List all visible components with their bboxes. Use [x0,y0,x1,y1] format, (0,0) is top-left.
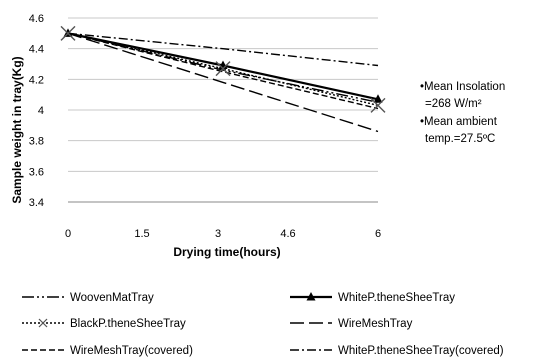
y-tick-label: 4.6 [29,13,44,25]
data-point-blackp-thenesheetray [60,25,76,41]
legend-label: BlackP.theneSheeTray [70,318,186,330]
y-tick-label: 3.6 [29,166,44,178]
legend-label: WireMeshTray [338,318,413,330]
legend-marker [306,292,316,301]
x-axis-title: Drying time(hours) [173,245,280,259]
data-point-blackp-thenesheetray [370,97,386,113]
legend-item-woovenmattray: WoovenMatTray [22,292,154,304]
legend-label: WhiteP.theneSheeTray [338,292,455,304]
data-point-whitep-thenesheetray [373,94,383,103]
grid-lines [68,17,378,203]
x-tick-label: 3 [215,228,221,240]
marker-layer [60,25,386,113]
legend-label: WireMeshTray(covered) [70,345,193,357]
series-line-whitep-thenesheetray-covered [67,32,379,67]
y-tick-label: 4.2 [29,74,44,86]
legend-item-wiremeshtray: WireMeshTray [290,318,413,330]
data-point-blackp-thenesheetray [215,61,231,77]
annotation-insolation: •Mean Insolation [420,81,505,93]
series-line-blackp-thenesheetray [67,32,379,107]
legend-item-wiremeshtray-covered: WireMeshTray(covered) [22,345,193,357]
y-tick-label: 3.4 [29,197,44,209]
legend-marker [38,318,48,328]
x-tick-label: 4.6 [280,228,295,240]
x-tick-label: 6 [375,228,381,240]
y-axis-tick-labels: 3.4 3.6 3.8 4 4.2 4.4 4.6 [29,13,44,209]
series-line-wiremeshtray [67,32,379,133]
y-tick-label: 4.4 [29,44,44,56]
y-tick-label: 3.8 [29,136,44,148]
y-axis-title: Sample weight in tray(Kg) [10,56,24,203]
annotation-insolation-value: =268 W/m² [425,98,482,110]
annotation-ambient: •Mean ambient [420,116,498,128]
x-tick-label: 0 [65,228,71,240]
series-layer [67,32,379,133]
x-tick-label: 1.5 [134,228,149,240]
legend: WoovenMatTray WhiteP.theneSheeTray BlackP.… [22,292,504,357]
series-line-wiremeshtray-covered [67,32,379,110]
legend-item-whitep-thenesheetray-covered: WhiteP.theneSheeTray(covered) [290,345,504,357]
y-tick-label: 4 [38,105,44,117]
x-axis-tick-labels: 0 1.5 3 4.6 6 [65,228,381,240]
legend-label: WoovenMatTray [70,292,154,304]
annotation-ambient-value: temp.=27.5ºC [425,133,495,145]
legend-label: WhiteP.theneSheeTray(covered) [338,345,504,357]
legend-item-blackp-thenesheetray: BlackP.theneSheeTray [22,318,186,330]
legend-item-whitep-thenesheetray: WhiteP.theneSheeTray [290,292,455,304]
